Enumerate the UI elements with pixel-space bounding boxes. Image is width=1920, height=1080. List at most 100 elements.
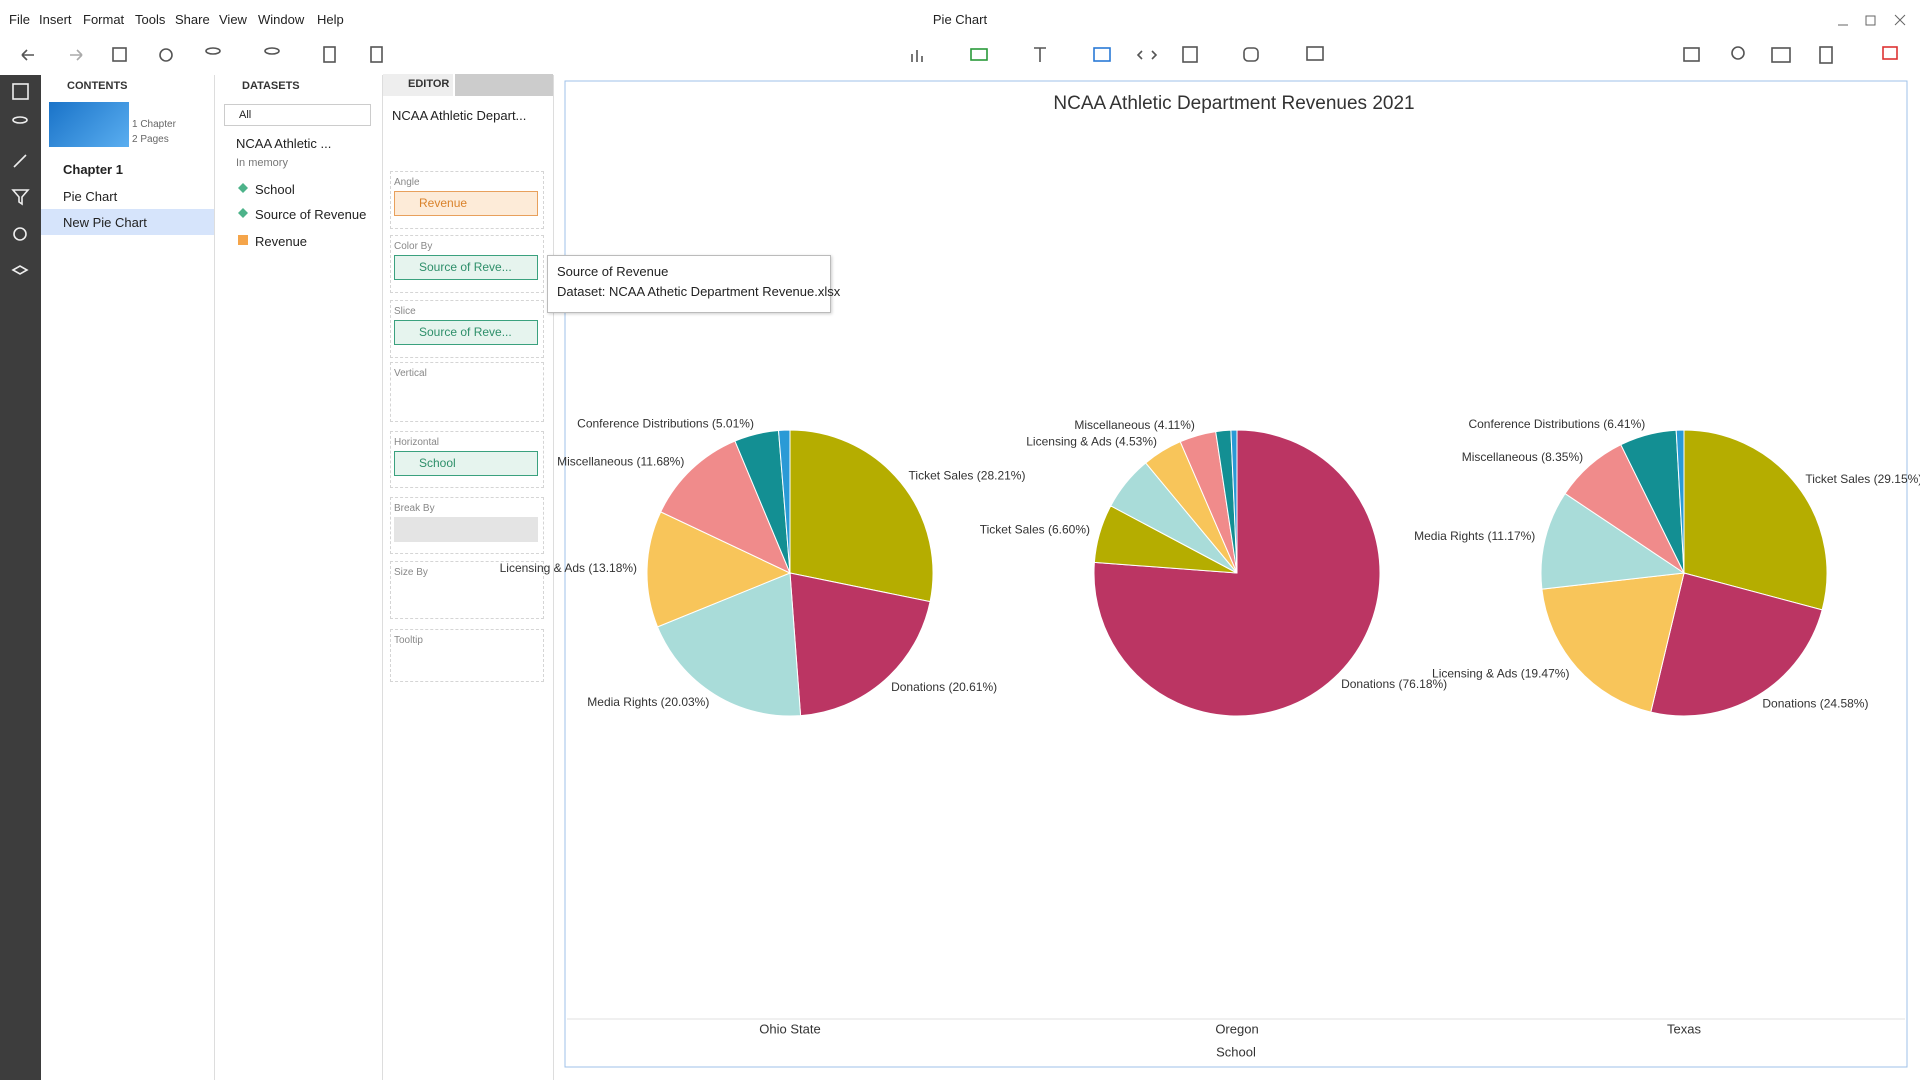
field[interactable]: Revenue (255, 234, 308, 249)
undo[interactable] (21, 49, 34, 61)
slice-value-label: (29.15%) (1874, 472, 1920, 486)
field[interactable]: Source of Revenue (255, 207, 367, 222)
slice-value-label: (19.47%) (1521, 667, 1570, 681)
insert-panel[interactable] (1306, 46, 1324, 61)
insights[interactable] (1731, 46, 1745, 60)
filter-box[interactable] (224, 104, 371, 126)
pie-slice (1540, 492, 1686, 590)
editor-tab[interactable] (383, 74, 453, 96)
new-page[interactable] (370, 46, 383, 63)
menu-item[interactable]: View (219, 12, 247, 27)
layout[interactable] (1683, 47, 1700, 62)
pie-slice (789, 572, 931, 717)
field[interactable]: School (255, 182, 295, 197)
slot[interactable] (390, 431, 544, 489)
chart-name[interactable]: NCAA Athletic Depart... (392, 108, 527, 123)
slice-label: Conference Distributions (6.41%) (1468, 417, 1645, 431)
slice-name: Media Rights (587, 695, 657, 709)
export[interactable] (323, 46, 336, 63)
editor-icon[interactable] (13, 154, 27, 168)
menu-item[interactable]: Window (258, 12, 305, 27)
slot-label: Color By (394, 241, 433, 253)
slot-value[interactable]: School (394, 451, 538, 477)
notifications[interactable] (1882, 46, 1898, 60)
presentation[interactable] (1771, 47, 1791, 63)
slice-label: Licensing & Ads (4.53%) (1026, 435, 1157, 449)
redo[interactable] (70, 49, 83, 61)
slice-name: Licensing & Ads (500, 561, 585, 575)
slice-value-label: (6.41%) (1603, 417, 1645, 431)
page-count: 2 Pages (132, 134, 169, 145)
slot-value[interactable]: Source of Reve... (394, 320, 538, 345)
slot-placeholder[interactable] (394, 517, 538, 543)
x-axis-title: School (1216, 1044, 1256, 1059)
pie-slice (777, 429, 791, 574)
contents-panel (41, 75, 215, 1080)
insert-text[interactable] (1034, 47, 1046, 62)
window-title: Pie Chart (932, 12, 988, 27)
settings-icon[interactable] (13, 227, 27, 241)
slice-label: Ticket Sales (6.60%) (980, 523, 1090, 537)
dataset-status: In memory (236, 157, 288, 169)
x-tick-label: Ohio State (759, 1021, 820, 1036)
close[interactable] (1894, 14, 1906, 26)
filter-icon[interactable] (11, 189, 30, 206)
slot[interactable] (390, 171, 544, 229)
pie-slice (656, 572, 802, 717)
menu-item[interactable]: Insert (39, 12, 72, 27)
save[interactable] (112, 47, 127, 62)
menu-item[interactable]: Share (175, 12, 210, 27)
insert-image[interactable] (1093, 47, 1111, 62)
slot[interactable] (390, 300, 544, 359)
menu-item[interactable]: Help (317, 12, 344, 27)
slice-name: Ticket Sales (1805, 472, 1870, 486)
slot[interactable] (390, 629, 544, 682)
slot-value[interactable]: Source of Reve... (394, 255, 538, 281)
datasets-panel (215, 75, 383, 1080)
insert-widget[interactable] (970, 48, 988, 61)
slot-label: Horizontal (394, 437, 440, 449)
refresh[interactable] (159, 48, 173, 62)
insert-form[interactable] (1182, 46, 1198, 63)
slot-label: Size By (394, 566, 428, 578)
data-source[interactable] (205, 47, 221, 55)
restore[interactable] (1865, 15, 1876, 26)
chart-title: NCAA Athletic Department Revenues 2021 (1053, 93, 1414, 114)
fit[interactable] (1819, 46, 1833, 64)
pie-slice (1541, 572, 1685, 713)
slot-label: Angle (394, 177, 420, 189)
slice-value-label: (11.68%) (637, 454, 685, 468)
page-link[interactable]: Pie Chart (63, 189, 118, 204)
tooltip-title: Source of Revenue (557, 264, 669, 279)
dim-icon (238, 183, 248, 193)
slice-label: Conference Distributions (5.01%) (577, 416, 754, 430)
layers-icon[interactable] (11, 265, 29, 275)
slice-label: Miscellaneous (4.11%) (1074, 418, 1195, 432)
datasets-icon[interactable] (12, 116, 28, 124)
thumbnail[interactable] (49, 102, 129, 147)
add-data[interactable] (264, 47, 280, 55)
chapter[interactable]: Chapter 1 (63, 162, 123, 177)
insert-chart[interactable] (911, 50, 923, 62)
slice-label: Donations (20.61%) (891, 680, 997, 694)
slot[interactable] (390, 497, 544, 555)
page-link[interactable]: New Pie Chart (63, 215, 147, 230)
insert-html[interactable] (1136, 50, 1158, 60)
slot[interactable] (390, 362, 544, 422)
slice-name: Conference Distributions (577, 416, 708, 430)
menu-item[interactable]: Format (83, 12, 125, 27)
slot[interactable] (390, 560, 544, 620)
slot-value[interactable]: Revenue (394, 191, 538, 217)
dataset-name[interactable]: NCAA Athletic ... (236, 136, 332, 151)
contents-icon[interactable] (12, 83, 29, 100)
slice-name: Licensing & Ads (1432, 667, 1517, 681)
menu-item[interactable]: File (9, 12, 30, 27)
tab-title: EDITOR (408, 78, 450, 90)
insert-shape[interactable] (1243, 47, 1259, 62)
slot[interactable] (390, 235, 544, 294)
slice-value-label: (4.11%) (1154, 418, 1195, 432)
slice-value-label: (4.53%) (1115, 435, 1157, 449)
menu-item[interactable]: Tools (135, 12, 166, 27)
